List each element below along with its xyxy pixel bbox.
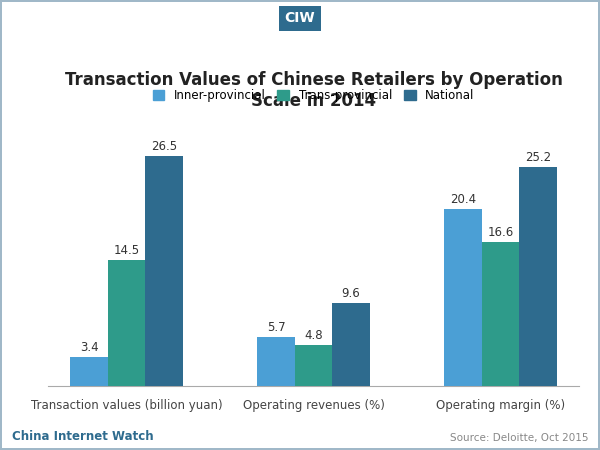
Bar [145,156,182,386]
Text: China Internet Watch: China Internet Watch [12,430,154,443]
Bar [332,303,370,386]
Text: 25.2: 25.2 [525,151,551,164]
Bar [445,209,482,386]
Bar [295,345,332,386]
Bar [257,337,295,386]
Bar [519,167,557,386]
Title: Transaction Values of Chinese Retailers by Operation
Scale in 2014: Transaction Values of Chinese Retailers … [65,71,562,110]
Text: 4.8: 4.8 [304,328,323,342]
Legend: Inner-provincial, Trans-provincial, National: Inner-provincial, Trans-provincial, Nati… [148,85,479,107]
Text: 20.4: 20.4 [450,193,476,206]
Text: 3.4: 3.4 [80,341,98,354]
Bar [70,357,108,386]
Text: 26.5: 26.5 [151,140,177,153]
Text: 5.7: 5.7 [267,321,286,334]
Text: Source: Deloitte, Oct 2015: Source: Deloitte, Oct 2015 [449,433,588,443]
Text: 14.5: 14.5 [113,244,140,257]
Text: 16.6: 16.6 [487,226,514,239]
Text: 9.6: 9.6 [341,287,360,300]
Bar [482,242,519,386]
Bar [108,260,145,386]
Text: CIW: CIW [284,11,316,25]
